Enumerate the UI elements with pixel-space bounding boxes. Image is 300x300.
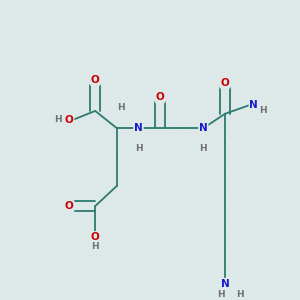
Text: H: H bbox=[217, 290, 225, 298]
Text: N: N bbox=[134, 123, 143, 133]
Text: N: N bbox=[249, 100, 258, 110]
Text: O: O bbox=[65, 201, 74, 211]
Text: O: O bbox=[91, 232, 100, 242]
Text: H: H bbox=[200, 144, 207, 153]
Text: H: H bbox=[117, 103, 124, 112]
Text: H: H bbox=[236, 290, 244, 298]
Text: O: O bbox=[220, 78, 229, 88]
Text: N: N bbox=[220, 279, 229, 289]
Text: H: H bbox=[55, 115, 62, 124]
Text: H: H bbox=[260, 106, 267, 116]
Text: O: O bbox=[91, 75, 100, 85]
Text: O: O bbox=[156, 92, 164, 102]
Text: N: N bbox=[199, 123, 208, 133]
Text: O: O bbox=[65, 115, 74, 124]
Text: H: H bbox=[135, 144, 142, 153]
Text: H: H bbox=[92, 242, 99, 251]
